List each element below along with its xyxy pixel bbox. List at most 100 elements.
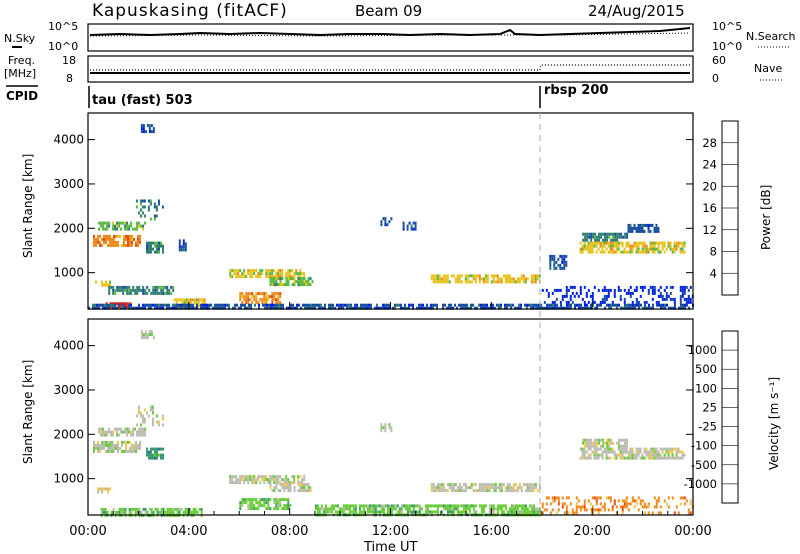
- echo-cell: [565, 260, 568, 264]
- echo-cell: [267, 481, 270, 485]
- freq-panel-frame: [87, 55, 694, 83]
- echo-cell: [388, 306, 390, 310]
- echo-cell: [681, 285, 684, 289]
- echo-cell: [482, 489, 485, 493]
- echo-cell: [526, 306, 528, 310]
- echo-cell: [590, 235, 593, 239]
- echo-cell: [662, 306, 664, 310]
- echo-cell: [153, 205, 156, 209]
- echo-cell: [241, 478, 244, 482]
- echo-cell: [146, 124, 149, 128]
- echo-cell: [641, 456, 644, 460]
- echo-cell: [133, 449, 135, 453]
- echo-cell: [674, 303, 676, 307]
- echo-cell: [551, 508, 554, 512]
- echo-cell: [446, 306, 448, 310]
- echo-cell: [160, 456, 162, 460]
- echo-cell: [123, 240, 125, 244]
- echo-cell: [155, 205, 158, 209]
- echo-cell: [653, 456, 656, 460]
- echo-cell: [200, 507, 203, 511]
- echo-cell: [590, 232, 593, 236]
- echo-cell: [689, 499, 692, 503]
- echo-cell: [626, 235, 629, 239]
- echo-cell: [123, 302, 126, 306]
- echo-cell: [290, 303, 292, 307]
- echo-cell: [553, 288, 556, 292]
- echo-cell: [574, 303, 576, 307]
- echo-cell: [338, 306, 340, 310]
- echo-cell: [126, 224, 129, 228]
- echo-cell: [218, 306, 220, 310]
- echo-cell: [671, 450, 674, 454]
- echo-cell: [624, 303, 626, 307]
- echo-cell: [683, 502, 686, 506]
- echo-cell: [275, 277, 278, 281]
- echo-cell: [109, 240, 111, 244]
- echo-cell: [492, 504, 495, 508]
- echo-cell: [132, 507, 135, 511]
- echo-cell: [132, 430, 135, 434]
- echo-cell: [287, 504, 290, 508]
- echo-cell: [587, 453, 590, 457]
- echo-cell: [125, 243, 127, 247]
- echo-cell: [478, 303, 480, 307]
- echo-cell: [98, 427, 101, 431]
- echo-cell: [97, 487, 99, 491]
- echo-cell: [368, 510, 371, 514]
- echo-cell: [112, 224, 115, 228]
- echo-cell: [301, 272, 304, 276]
- echo-cell: [500, 483, 503, 487]
- echo-cell: [528, 483, 531, 487]
- echo-cell: [241, 295, 244, 299]
- echo-cell: [526, 507, 529, 511]
- echo-cell: [277, 504, 280, 508]
- echo-cell: [285, 280, 288, 284]
- echo-cell: [124, 285, 127, 289]
- y-tick-label: 4000: [53, 339, 84, 353]
- echo-cell: [364, 303, 366, 307]
- echo-cell: [178, 510, 181, 514]
- date-title: 24/Aug/2015: [588, 2, 685, 20]
- echo-cell: [316, 510, 319, 514]
- echo-cell: [586, 232, 589, 236]
- echo-cell: [183, 301, 186, 305]
- echo-cell: [287, 277, 290, 281]
- echo-cell: [147, 205, 150, 209]
- echo-cell: [140, 288, 143, 292]
- echo-cell: [142, 333, 145, 337]
- echo-cell: [350, 303, 352, 307]
- echo-cell: [270, 303, 272, 307]
- echo-cell: [438, 274, 441, 278]
- echo-cell: [651, 297, 654, 301]
- echo-cell: [100, 303, 102, 307]
- echo-cell: [101, 283, 103, 287]
- echo-cell: [659, 294, 662, 298]
- echo-cell: [551, 257, 554, 261]
- echo-cell: [555, 288, 558, 292]
- echo-cell: [135, 243, 137, 247]
- echo-cell: [106, 430, 109, 434]
- echo-cell: [675, 450, 678, 454]
- echo-cell: [518, 483, 521, 487]
- echo-cell: [594, 441, 597, 445]
- echo-cell: [126, 291, 129, 295]
- echo-cell: [330, 504, 333, 508]
- echo-cell: [249, 269, 252, 273]
- echo-cell: [614, 235, 617, 239]
- echo-cell: [224, 303, 226, 307]
- echo-cell: [541, 288, 544, 292]
- echo-cell: [277, 478, 280, 482]
- echo-cell: [233, 475, 236, 479]
- echo-cell: [178, 248, 181, 252]
- echo-cell: [631, 453, 634, 457]
- echo-cell: [665, 291, 668, 295]
- noise-left-tick-top: 10^5: [48, 20, 78, 33]
- echo-cell: [506, 280, 509, 284]
- echo-cell: [474, 280, 477, 284]
- echo-cell: [450, 303, 452, 307]
- echo-cell: [149, 199, 152, 203]
- echo-cell: [500, 489, 503, 493]
- echo-cell: [629, 285, 632, 289]
